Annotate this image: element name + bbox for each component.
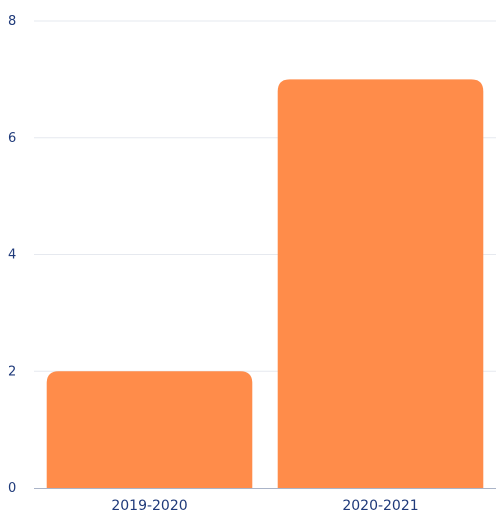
- y-tick-label: 4: [8, 248, 16, 263]
- bar-2020-2021[interactable]: [277, 79, 484, 488]
- y-tick-label: 6: [8, 131, 16, 146]
- y-tick-label: 2: [8, 364, 16, 379]
- x-axis-ticks: 2019-2020 2020-2021: [111, 498, 418, 514]
- y-tick-label: 8: [8, 14, 16, 29]
- x-tick-label: 2020-2021: [342, 498, 418, 514]
- bar-layer: [46, 79, 484, 488]
- bar-2019-2020[interactable]: [46, 371, 253, 488]
- y-axis-ticks: 0 2 4 6 8: [8, 14, 16, 496]
- y-tick-label: 0: [8, 481, 16, 496]
- x-tick-label: 2019-2020: [111, 498, 187, 514]
